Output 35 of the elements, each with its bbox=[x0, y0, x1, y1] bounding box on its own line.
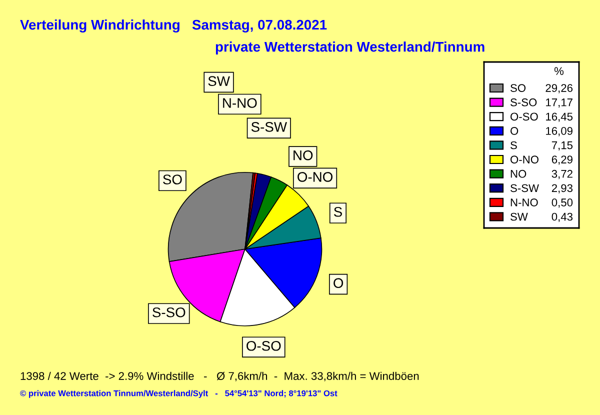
legend-label: N-NO bbox=[510, 198, 538, 206]
chart-subtitle: private Wetterstation Westerland/Tinnum bbox=[216, 42, 484, 54]
legend-title: % bbox=[554, 67, 564, 75]
chart-title: Verteilung Windrichtung Samstag, 07.08.2021 bbox=[20, 19, 327, 33]
legend-label: SW bbox=[510, 212, 528, 221]
data-label: 7,15 bbox=[552, 141, 573, 150]
slice-label: O-NO bbox=[298, 172, 333, 182]
data-label: 6,29 bbox=[552, 156, 572, 165]
slice-label: S-SO bbox=[152, 307, 186, 318]
slice-label: O-SO bbox=[246, 340, 281, 351]
slice-label: NO bbox=[294, 150, 313, 160]
data-label: 16,09 bbox=[546, 127, 572, 136]
legend-label: S bbox=[510, 141, 517, 150]
data-label: 0,50 bbox=[552, 198, 573, 208]
legend-label: O-NO bbox=[510, 156, 538, 164]
data-label: 3,72 bbox=[552, 170, 572, 180]
legend-label: S-SW bbox=[510, 184, 539, 192]
data-label: 16,45 bbox=[546, 112, 573, 122]
legend-label: SO bbox=[510, 84, 526, 92]
slice-label: S-SW bbox=[251, 122, 287, 132]
legend-label: O-SO bbox=[510, 112, 538, 121]
text: © private Wetterstation Tinnum/Westerland/Sylt - 54°54'13" Nord; 8°19'13" Ost bbox=[20, 390, 338, 398]
text: 1398 / 42 Werte -> 2.9% Windstille - Ø 7,6km/h - Max. 33,8km/h = Windböen bbox=[20, 372, 419, 382]
legend-label: S-SO bbox=[510, 98, 537, 106]
data-label: 17,17 bbox=[546, 98, 572, 108]
slice-label: SO bbox=[163, 174, 182, 184]
legend-label: O bbox=[510, 127, 518, 135]
data-label: 0,43 bbox=[552, 212, 573, 222]
data-label: 29,26 bbox=[546, 84, 573, 94]
category-label: SW bbox=[208, 76, 230, 86]
slice-label: O bbox=[334, 278, 344, 288]
data-label: 2,93 bbox=[552, 184, 573, 194]
legend-label: NO bbox=[510, 170, 526, 178]
slice-label: S bbox=[334, 206, 342, 217]
category-label: N-NO bbox=[223, 98, 257, 108]
